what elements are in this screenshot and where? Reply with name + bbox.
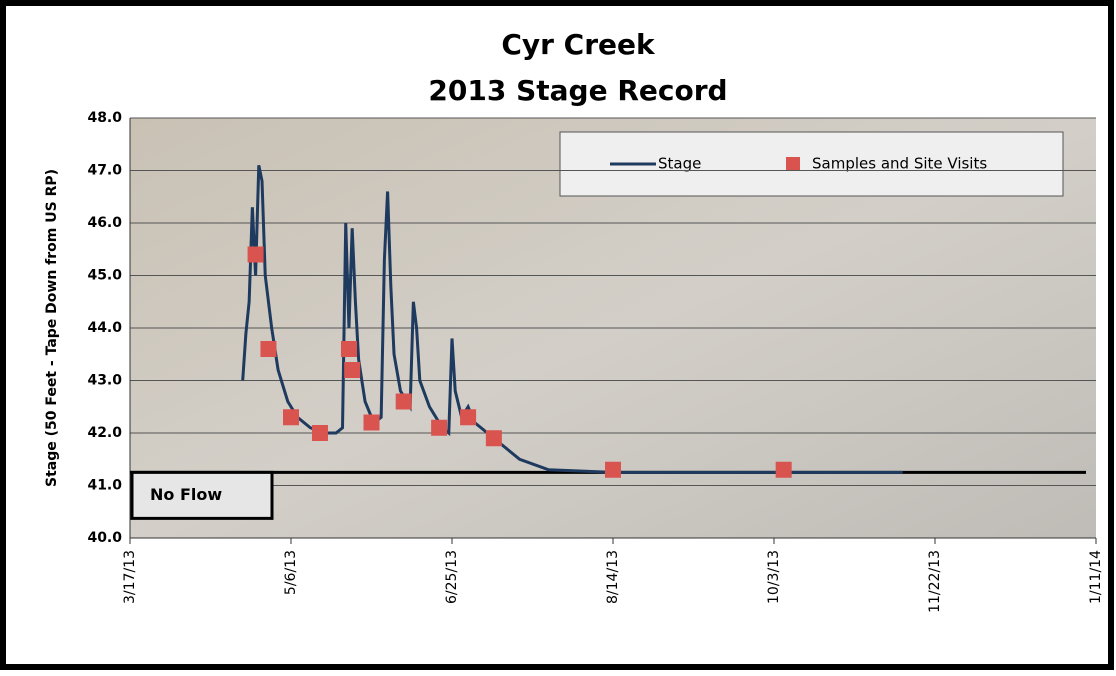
y-tick-label: 43.0 [87,373,122,389]
sample-marker [340,341,357,357]
sample-marker [431,419,448,436]
x-tick-label: 5/6/13 [283,550,299,595]
sample-marker [363,414,380,431]
y-axis-label: Stage (50 Feet - Tape Down from US RP) [44,169,60,487]
reference-label: No Flow [150,485,222,504]
y-tick-label: 41.0 [87,478,122,494]
sample-marker [247,246,264,263]
chart-title: 2013 Stage Record [428,74,727,107]
y-tick-label: 48.0 [87,110,122,126]
sample-marker [283,409,299,426]
sample-marker [485,430,502,447]
legend-swatch [786,157,800,171]
y-tick-label: 44.0 [87,320,122,336]
sample-marker [605,461,621,478]
sample-marker [260,341,277,357]
x-tick-label: 3/17/13 [122,550,138,604]
y-tick-label: 45.0 [87,268,122,284]
legend-label: Stage [658,155,701,173]
x-tick-label: 1/11/14 [1088,550,1104,604]
x-tick-label: 11/22/13 [927,550,943,613]
sample-marker [775,461,792,478]
y-tick-label: 46.0 [87,215,122,231]
x-tick-label: 6/25/13 [444,550,460,604]
x-tick-label: 8/14/13 [605,550,621,604]
stage-line [241,164,903,474]
legend-label: Samples and Site Visits [812,155,987,173]
sample-marker [344,362,361,378]
reference-label-box [130,470,274,520]
y-tick-label: 40.0 [87,530,122,546]
x-tick-label: 10/3/13 [766,550,782,604]
sample-marker [460,409,477,426]
legend: Stage Samples and Site Visits [559,131,1064,197]
y-tick-label: 42.0 [87,425,122,441]
sample-marker [311,425,328,441]
chart-title: Cyr Creek [501,28,656,61]
sample-marker [395,393,412,410]
y-tick-label: 47.0 [87,163,122,179]
